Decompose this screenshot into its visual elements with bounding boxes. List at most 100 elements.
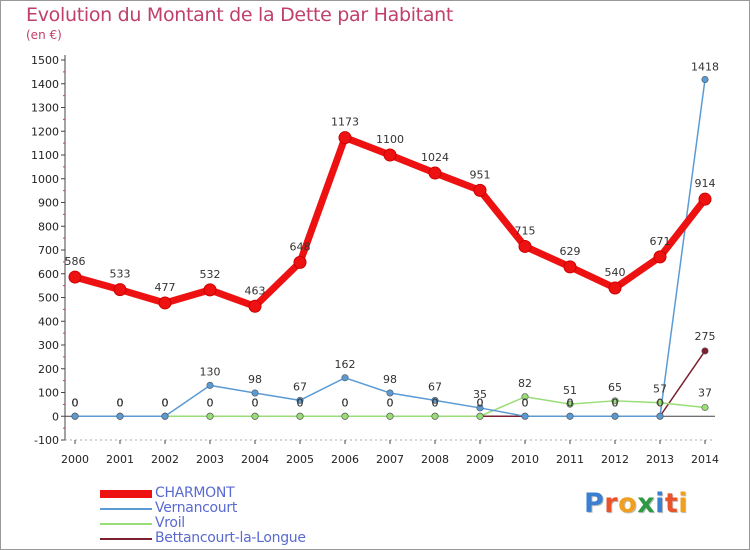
logo-letter: o [618, 488, 638, 519]
data-label: 463 [245, 284, 266, 297]
data-label: 0 [72, 396, 79, 409]
data-point [476, 404, 484, 412]
y-tick-label: 1300 [31, 102, 59, 115]
data-label: 1024 [421, 151, 449, 164]
series-points [68, 75, 712, 420]
data-point [113, 283, 127, 297]
data-point [71, 412, 79, 420]
data-label: 715 [515, 224, 536, 237]
data-point [206, 381, 214, 389]
data-point [383, 148, 397, 162]
data-point [206, 412, 214, 420]
data-point [203, 283, 217, 297]
data-point [521, 412, 529, 420]
x-tick-label: 2001 [106, 453, 134, 466]
y-tick-label: 1000 [31, 173, 59, 186]
data-label: 629 [560, 245, 581, 258]
data-point [656, 412, 664, 420]
data-label: 37 [698, 386, 712, 399]
data-label: 0 [342, 396, 349, 409]
y-tick-label: 100 [38, 387, 59, 400]
x-tick-label: 2004 [241, 453, 269, 466]
data-label: 540 [605, 266, 626, 279]
data-point [566, 400, 574, 408]
data-point [701, 403, 709, 411]
series-line-vernancourt [74, 78, 706, 417]
data-label: 0 [72, 396, 79, 409]
data-point [656, 399, 664, 407]
y-tick-label: 0 [52, 410, 59, 423]
data-label: 0 [117, 396, 124, 409]
data-point [563, 260, 577, 274]
data-point [521, 393, 529, 401]
data-label: 0 [567, 396, 574, 409]
data-point [116, 412, 124, 420]
data-label: 0 [162, 396, 169, 409]
data-point [611, 412, 619, 420]
data-point [248, 299, 262, 313]
data-label: 35 [473, 388, 487, 401]
data-label: 0 [72, 396, 79, 409]
data-label: 0 [162, 396, 169, 409]
y-tick-label: 700 [38, 244, 59, 257]
data-label: 162 [335, 358, 356, 371]
data-label: 1100 [376, 133, 404, 146]
y-tick-label: 1500 [31, 54, 59, 67]
x-tick-label: 2003 [196, 453, 224, 466]
data-label: 0 [477, 396, 484, 409]
x-tick-label: 2012 [601, 453, 629, 466]
data-label: 648 [290, 240, 311, 253]
data-label: 0 [522, 396, 529, 409]
x-tick-label: 2006 [331, 453, 359, 466]
logo-letter: x [637, 488, 656, 519]
series-lines [71, 78, 709, 417]
x-tick-label: 2002 [151, 453, 179, 466]
data-point [701, 347, 709, 355]
logo-letter: r [604, 488, 619, 519]
x-tick-label: 2005 [286, 453, 314, 466]
data-label: 0 [207, 396, 214, 409]
x-tick-label: 2000 [61, 453, 89, 466]
data-point [698, 192, 712, 206]
y-tick-label: 200 [38, 363, 59, 376]
y-tick-label: -100 [34, 434, 59, 447]
data-label: 0 [432, 396, 439, 409]
data-label: 0 [387, 396, 394, 409]
y-tick-label: 400 [38, 315, 59, 328]
x-tick-label: 2013 [646, 453, 674, 466]
data-label: 67 [428, 380, 442, 393]
legend-label: Vroil [155, 515, 185, 531]
y-tick-label: 300 [38, 339, 59, 352]
data-label: 0 [297, 396, 304, 409]
data-point [296, 412, 304, 420]
data-label: 0 [252, 396, 259, 409]
data-point [161, 412, 169, 420]
legend-swatch [100, 538, 152, 540]
x-tick-label: 2014 [691, 453, 719, 466]
logo-letter: P [584, 488, 605, 519]
data-label: 57 [653, 382, 667, 395]
chart-title: Evolution du Montant de la Dette par Hab… [26, 4, 454, 26]
logo-letter: i [678, 488, 689, 519]
x-tick-label: 2011 [556, 453, 584, 466]
data-label: 0 [477, 396, 484, 409]
data-label: 0 [432, 396, 439, 409]
data-label: 65 [608, 381, 622, 394]
data-label: 477 [155, 281, 176, 294]
data-label: 533 [110, 268, 131, 281]
data-point [701, 75, 709, 83]
data-label: 98 [383, 373, 397, 386]
legend-swatch [100, 523, 152, 525]
chart-subtitle: (en €) [26, 28, 62, 42]
data-point [611, 397, 619, 405]
data-point [386, 389, 394, 397]
data-point [518, 239, 532, 253]
y-tick-label: 1200 [31, 125, 59, 138]
data-label: 0 [522, 396, 529, 409]
data-label: 82 [518, 377, 532, 390]
data-point [386, 412, 394, 420]
legend-label: CHARMONT [155, 485, 235, 501]
